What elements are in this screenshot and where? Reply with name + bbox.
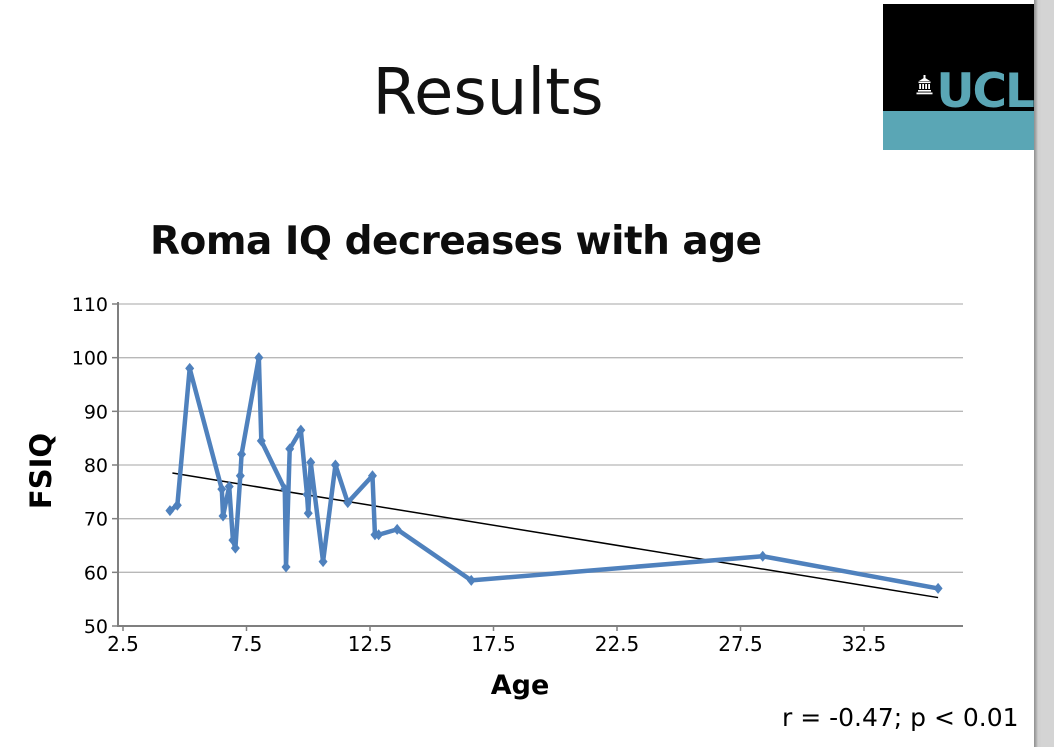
- y-tick-label: 90: [84, 401, 108, 423]
- data-point-marker: [237, 448, 247, 460]
- data-point-marker: [281, 561, 291, 573]
- data-point-marker: [165, 505, 175, 517]
- y-tick-label: 80: [84, 455, 108, 477]
- y-tick-label: 50: [84, 616, 108, 638]
- x-tick-label: 32.5: [842, 632, 887, 656]
- data-point-marker: [230, 542, 240, 554]
- data-point-marker: [224, 480, 234, 492]
- data-point-marker: [306, 456, 316, 468]
- data-point-marker: [256, 435, 266, 447]
- ucl-logo-text: UCL: [936, 64, 1035, 120]
- x-tick-label: 22.5: [595, 632, 640, 656]
- data-point-marker: [235, 470, 245, 482]
- data-point-marker: [343, 497, 353, 509]
- data-point-marker: [318, 556, 328, 568]
- data-point-marker: [285, 443, 295, 455]
- y-axis-title: FSIQ: [24, 432, 58, 510]
- x-tick-label: 27.5: [718, 632, 763, 656]
- bank-building-icon: [916, 75, 933, 95]
- x-tick-label: 2.5: [107, 632, 139, 656]
- data-point-marker: [296, 424, 306, 436]
- data-point-marker: [172, 499, 182, 511]
- data-point-marker: [302, 489, 312, 501]
- scrollbar-track[interactable]: [1034, 0, 1054, 747]
- chart-title: Roma IQ decreases with age: [150, 219, 762, 264]
- ucl-logo-teal-bar: [883, 111, 1034, 150]
- ucl-logo: UCL: [883, 4, 1035, 120]
- trend-line: [172, 472, 939, 599]
- y-tick-label: 110: [72, 294, 108, 316]
- data-point-marker: [280, 483, 290, 495]
- data-point-marker: [758, 550, 768, 562]
- x-tick-label: 7.5: [231, 632, 263, 656]
- data-point-marker: [254, 352, 264, 364]
- data-point-marker: [228, 534, 238, 546]
- y-tick-label: 100: [72, 348, 108, 370]
- x-axis-title: Age: [490, 670, 550, 701]
- data-point-marker: [392, 523, 402, 535]
- y-tick-label: 60: [84, 562, 108, 584]
- page-title: Results: [372, 56, 604, 130]
- data-point-marker: [933, 582, 943, 594]
- data-point-marker: [466, 574, 476, 586]
- y-tick-label: 70: [84, 509, 108, 531]
- x-tick-label: 17.5: [471, 632, 516, 656]
- x-tick-label: 12.5: [348, 632, 393, 656]
- data-series-line: [167, 355, 941, 591]
- data-point-marker: [217, 483, 227, 495]
- data-point-marker: [367, 470, 377, 482]
- data-point-marker: [303, 507, 313, 519]
- data-point-marker: [218, 510, 228, 522]
- data-point-marker: [374, 529, 384, 541]
- data-point-marker: [185, 362, 195, 374]
- correlation-annotation: r = -0.47; p < 0.01: [782, 703, 1019, 732]
- data-point-marker: [330, 459, 340, 471]
